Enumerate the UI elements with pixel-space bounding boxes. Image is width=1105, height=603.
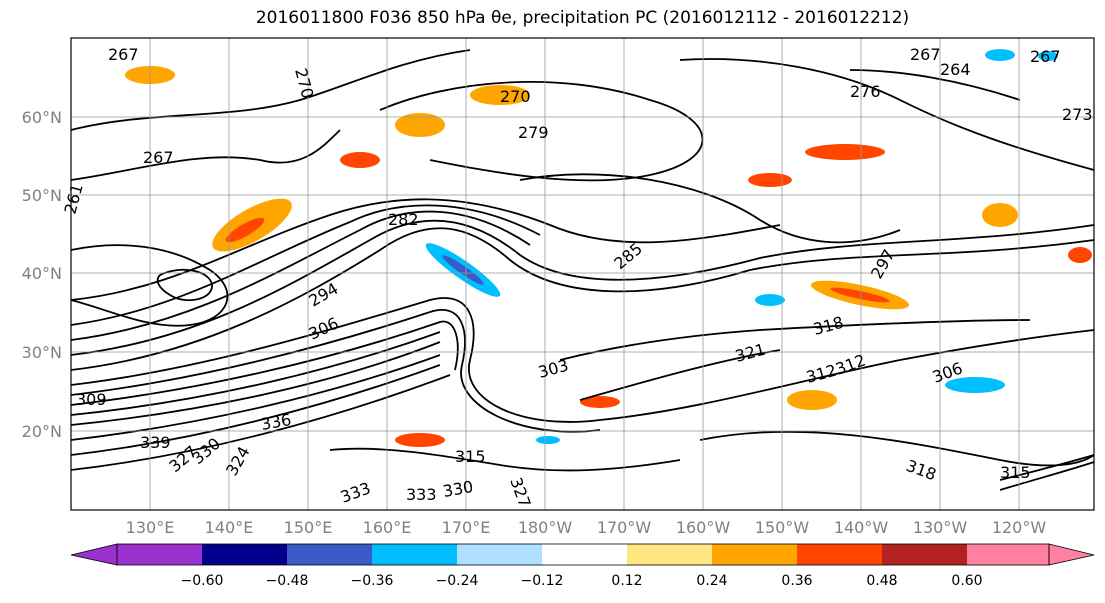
lon-label: 170°W [597, 518, 652, 537]
contour-label: 273 [1062, 105, 1093, 124]
contour-label: 267 [910, 45, 941, 64]
colorbar-tick-label: 0.60 [951, 573, 982, 589]
lat-labels: 60°N 50°N 40°N 30°N 20°N [22, 108, 62, 441]
lon-label: 130°E [126, 518, 175, 537]
precip-shading [125, 49, 1092, 447]
colorbar-segment [797, 544, 882, 565]
theta-e-contours [70, 49, 1095, 491]
colorbar-tick-label: −0.12 [521, 573, 564, 589]
lon-label: 150°W [755, 518, 810, 537]
colorbar-segment [287, 544, 372, 565]
colorbar-segment [712, 544, 797, 565]
lon-label: 130°W [913, 518, 968, 537]
colorbar-segment [372, 544, 457, 565]
graticule [71, 38, 1094, 510]
lon-label: 140°E [205, 518, 254, 537]
colorbar-segment [967, 544, 1049, 565]
contour-label: 282 [388, 210, 419, 229]
colorbar-tick-label: 0.12 [611, 573, 642, 589]
colorbar-segment [117, 544, 202, 565]
map-title: 2016011800 F036 850 hPa θe, precipitatio… [255, 8, 910, 28]
colorbar-outline [116, 543, 1050, 566]
contour-label: 267 [108, 45, 139, 64]
lat-label: 50°N [22, 186, 62, 205]
contour-label: 333 [406, 485, 437, 504]
colorbar-segment [457, 544, 542, 565]
colorbar-tick-label: −0.60 [181, 573, 224, 589]
contour-label-group: 267 270 279 261 267 270 282 285 294 297 … [61, 45, 1093, 510]
colorbar-segment [202, 544, 287, 565]
lon-labels: 130°E 140°E 150°E 160°E 170°E 180°W 170°… [126, 518, 1047, 537]
colorbar-segment [627, 544, 712, 565]
lat-label: 60°N [22, 108, 62, 127]
colorbar-tick-label: −0.36 [351, 573, 394, 589]
colorbar-tick-label: 0.36 [781, 573, 812, 589]
colorbar-ticks: −0.60 −0.48 −0.36 −0.24 −0.12 0.12 0.24 … [181, 573, 983, 589]
colorbar-tick-label: 0.48 [866, 573, 897, 589]
contour-label: 339 [140, 433, 171, 452]
lon-label: 140°W [834, 518, 889, 537]
colorbar-tick-label: −0.24 [436, 573, 479, 589]
contour-label: 315 [455, 447, 486, 466]
contour-label: 264 [940, 60, 971, 79]
contour-label: 309 [76, 390, 107, 409]
lon-label: 120°W [992, 518, 1047, 537]
colorbar-segment [542, 544, 627, 565]
contour-label: 270 [500, 87, 531, 106]
map-area [71, 38, 1094, 510]
lon-label: 150°E [284, 518, 333, 537]
lon-label: 180°W [518, 518, 573, 537]
contour-label: 315 [1000, 463, 1031, 482]
lon-label: 160°E [363, 518, 412, 537]
lon-label: 170°E [442, 518, 491, 537]
lon-label: 160°W [676, 518, 731, 537]
map-frame [70, 37, 1095, 511]
colorbar-segment [882, 544, 967, 565]
contour-label: 267 [143, 148, 174, 167]
contour-label: 279 [518, 123, 549, 142]
colorbar: −0.60 −0.48 −0.36 −0.24 −0.12 0.12 0.24 … [70, 543, 1095, 589]
colorbar-extend-max [1048, 543, 1095, 566]
contour-label: 276 [850, 82, 881, 101]
colorbar-extend-min [70, 543, 118, 566]
colorbar-tick-label: −0.48 [266, 573, 309, 589]
colorbar-tick-label: 0.24 [696, 573, 727, 589]
lat-label: 30°N [22, 343, 62, 362]
contour-label: 267 [1030, 47, 1061, 66]
lat-label: 20°N [22, 422, 62, 441]
lat-label: 40°N [22, 264, 62, 283]
